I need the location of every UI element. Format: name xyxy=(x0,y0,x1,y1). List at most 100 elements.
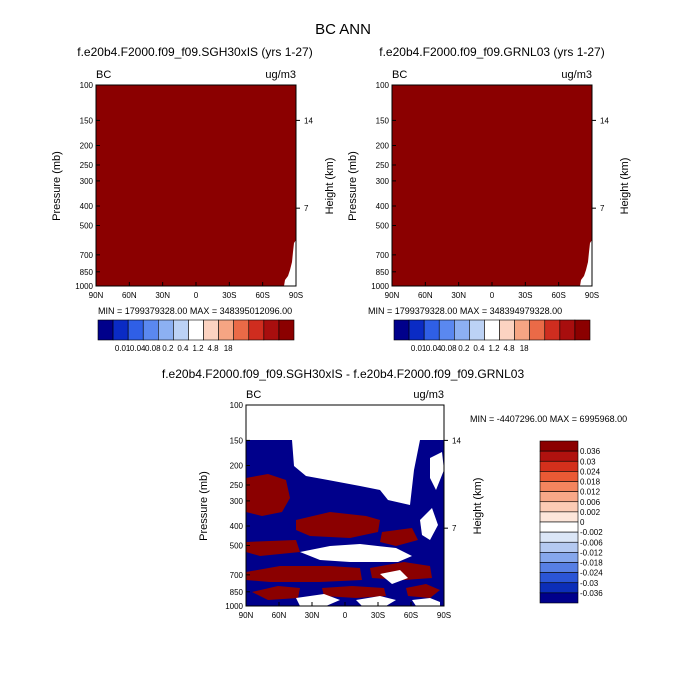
y-tick-label: 250 xyxy=(230,481,244,490)
panel-1-colorbar: 0.01 0.04 0.08 0.2 0.4 1.2 4.8 18 xyxy=(97,319,295,353)
colorbar-label: 1.2 xyxy=(488,344,500,353)
colorbar-label: -0.002 xyxy=(580,528,603,537)
colorbar-swatch xyxy=(263,319,280,341)
colorbar-swatch xyxy=(539,491,579,503)
colorbar-swatch xyxy=(539,471,579,482)
colorbar-label: 0.01 xyxy=(411,344,427,353)
colorbar-swatch xyxy=(539,552,579,563)
difference-white-band-500 xyxy=(300,544,412,562)
colorbar-swatch xyxy=(539,511,579,523)
colorbar-swatch xyxy=(188,319,204,341)
height-tick-label: 14 xyxy=(304,116,313,125)
colorbar-label: 18 xyxy=(224,344,233,353)
colorbar-label: 0.04 xyxy=(426,344,442,353)
y-tick-label: 150 xyxy=(230,436,244,445)
panel-3-x-ticks: 90N 60N 30N 0 30S 60S 90S xyxy=(239,602,451,620)
colorbar-swatch xyxy=(539,521,579,533)
colorbar-swatch xyxy=(97,319,114,341)
height-tick-label: 7 xyxy=(304,204,309,213)
x-tick-label: 30N xyxy=(451,291,466,300)
panel-1-right-string: ug/m3 xyxy=(265,69,296,81)
x-tick-label: 60S xyxy=(256,291,270,300)
colorbar-swatch xyxy=(469,319,485,341)
colorbar-label: -0.012 xyxy=(580,548,603,557)
colorbar-swatch xyxy=(539,460,579,472)
colorbar-label: 0.08 xyxy=(441,344,457,353)
colorbar-label: 4.8 xyxy=(504,344,516,353)
x-tick-label: 60S xyxy=(552,291,566,300)
y-tick-label: 850 xyxy=(376,268,390,277)
panel-3-colorbar: 0.0360.030.0240.0180.0120.0060.0020-0.00… xyxy=(539,440,603,604)
panel-2-right-string: ug/m3 xyxy=(561,69,592,81)
colorbar-swatch xyxy=(539,531,579,543)
difference-white-mid-right xyxy=(420,508,438,540)
y-tick-label: 400 xyxy=(80,202,94,211)
difference-region-positive-5 xyxy=(246,566,362,582)
colorbar-swatch xyxy=(408,319,425,341)
panel-1-y-ticks: 100 150 200 250 300 400 500 700 850 1000 xyxy=(75,81,100,291)
y-tick-label: 500 xyxy=(230,541,244,550)
colorbar-swatch xyxy=(203,319,219,341)
y-tick-label: 250 xyxy=(376,161,390,170)
colorbar-label: 0.2 xyxy=(458,344,470,353)
colorbar-swatch xyxy=(484,319,500,341)
colorbar-swatch xyxy=(127,319,144,341)
colorbar-label: 4.8 xyxy=(208,344,220,353)
colorbar-swatch xyxy=(574,319,591,341)
colorbar-label: 0.018 xyxy=(580,478,601,487)
y-tick-label: 100 xyxy=(80,81,94,90)
colorbar-label: -0.036 xyxy=(580,589,603,598)
difference-white-surface-1 xyxy=(296,594,340,606)
y-tick-label: 300 xyxy=(80,177,94,186)
colorbar-label: 0.002 xyxy=(580,508,601,517)
y-tick-label: 300 xyxy=(230,497,244,506)
y-tick-label: 250 xyxy=(80,161,94,170)
colorbar-label: 0.01 xyxy=(115,344,131,353)
colorbar-swatch xyxy=(218,319,234,341)
colorbar-swatch xyxy=(539,450,579,462)
y-tick-label: 500 xyxy=(376,221,390,230)
y-tick-label: 200 xyxy=(80,142,94,151)
y-tick-label: 850 xyxy=(230,588,244,597)
panel-2-ylabel-right: Height (km) xyxy=(619,158,631,215)
panel-2-height-ticks: 14 7 xyxy=(592,116,609,213)
figure-title: BC ANN xyxy=(315,21,371,38)
panel-3-ylabel: Pressure (mb) xyxy=(198,471,210,541)
colorbar-swatch xyxy=(539,562,579,573)
colorbar-label: 0 xyxy=(580,518,585,527)
panel-1-min-max: MIN = 1799379328.00 MAX = 348395012096.0… xyxy=(98,306,292,316)
difference-region-positive-8 xyxy=(322,586,386,598)
height-tick-label: 14 xyxy=(600,116,609,125)
panel-1-ylabel-right: Height (km) xyxy=(324,158,336,215)
difference-white-surface-3 xyxy=(412,598,440,606)
colorbar-label: -0.018 xyxy=(580,559,603,568)
colorbar-label: -0.006 xyxy=(580,538,603,547)
colorbar-label: 0.024 xyxy=(580,467,601,476)
x-tick-label: 30S xyxy=(222,291,236,300)
y-tick-label: 850 xyxy=(80,268,94,277)
colorbar-label: 0.006 xyxy=(580,498,601,507)
height-tick-label: 7 xyxy=(452,524,457,533)
panel-1-left-string: BC xyxy=(96,69,111,81)
x-tick-label: 90S xyxy=(437,611,451,620)
panel-2: f.e20b4.F2000.f09_f09.GRNL03 (yrs 1-27) … xyxy=(347,45,631,353)
colorbar-swatch xyxy=(529,319,546,341)
panel-2-min-max: MIN = 1799379328.00 MAX = 348394979328.0… xyxy=(368,306,562,316)
y-tick-label: 700 xyxy=(80,251,94,260)
y-tick-label: 400 xyxy=(230,522,244,531)
x-tick-label: 90S xyxy=(289,291,303,300)
x-tick-label: 30S xyxy=(518,291,532,300)
panel-3-ylabel-right: Height (km) xyxy=(472,478,484,535)
panel-2-ylabel: Pressure (mb) xyxy=(347,151,359,221)
colorbar-swatch xyxy=(278,319,295,341)
x-tick-label: 60S xyxy=(404,611,418,620)
y-tick-label: 150 xyxy=(80,116,94,125)
panel-3-title: f.e20b4.F2000.f09_f09.SGH30xIS - f.e20b4… xyxy=(162,367,525,381)
panel-3-height-ticks: 14 7 xyxy=(444,436,461,533)
colorbar-label: 1.2 xyxy=(192,344,204,353)
panel-3-min-max: MIN = -4407296.00 MAX = 6995968.00 xyxy=(470,414,627,424)
x-tick-label: 60N xyxy=(418,291,433,300)
x-tick-label: 0 xyxy=(490,291,495,300)
colorbar-swatch xyxy=(233,319,250,341)
